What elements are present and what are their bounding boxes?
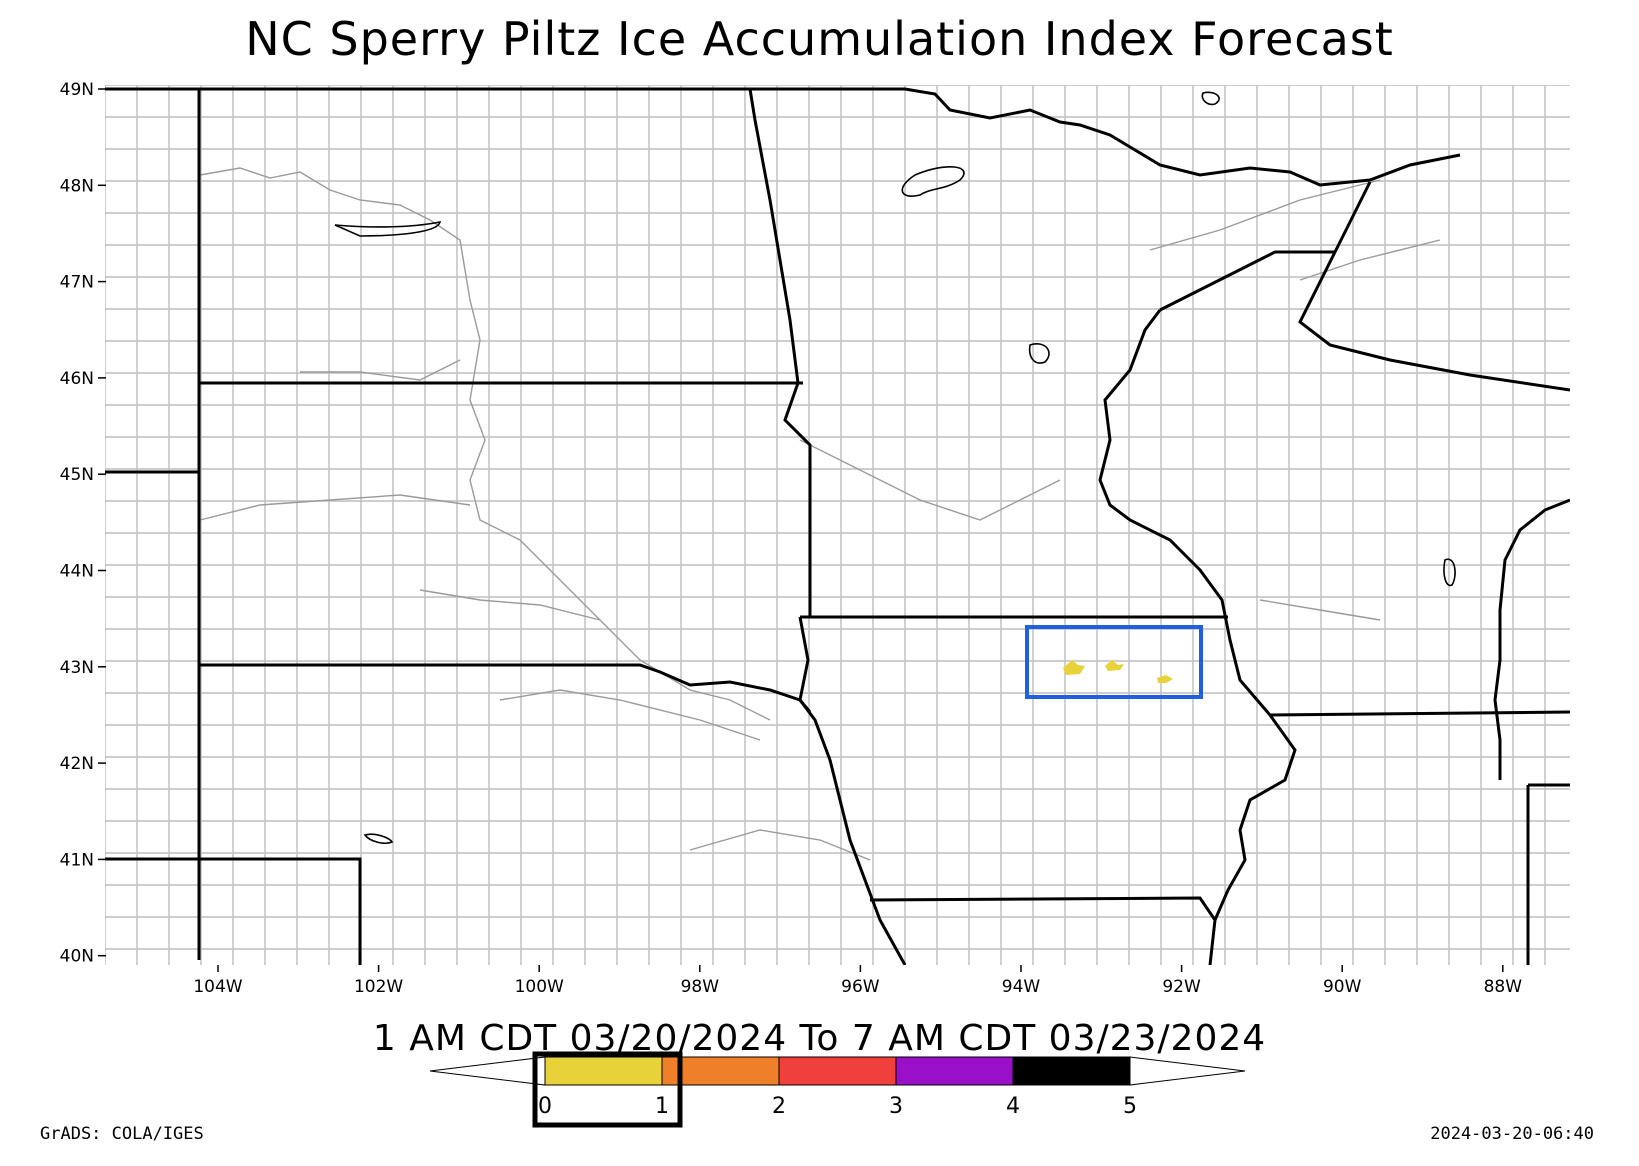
rivers xyxy=(199,167,1441,861)
lakes xyxy=(334,91,1456,844)
credit-left: GrADS: COLA/IGES xyxy=(40,1124,204,1144)
lon-axis: 104W 102W 100W 98W 96W 94W 92W 90W 88W xyxy=(193,965,1522,997)
legend-swatch xyxy=(778,1056,897,1086)
lon-label: 100W xyxy=(515,977,564,997)
lon-label: 96W xyxy=(841,977,880,997)
legend-left-arrow xyxy=(429,1056,546,1086)
lat-label: 45N xyxy=(60,465,94,485)
ice-blob xyxy=(1063,660,1085,675)
lat-label: 46N xyxy=(60,369,94,389)
ice-accumulation-areas xyxy=(1063,660,1173,683)
lat-label: 43N xyxy=(60,658,94,678)
lat-label: 49N xyxy=(60,80,94,100)
ice-blob xyxy=(1105,660,1124,671)
legend-swatch xyxy=(544,1056,663,1086)
highlight-box xyxy=(1025,625,1203,699)
legend-swatch xyxy=(1012,1056,1131,1086)
lat-label: 41N xyxy=(60,850,94,870)
legend-tick-label: 2 xyxy=(772,1094,786,1119)
legend-tick-label: 0 xyxy=(538,1094,552,1119)
legend-highlight-box xyxy=(532,1051,683,1128)
lon-label: 98W xyxy=(681,977,720,997)
lat-label: 44N xyxy=(60,562,94,582)
lat-label: 42N xyxy=(60,754,94,774)
color-legend: 0 1 2 3 4 5 xyxy=(429,1056,1246,1119)
legend-right-arrow xyxy=(1129,1056,1246,1086)
lon-label: 104W xyxy=(193,977,242,997)
lon-label: 88W xyxy=(1484,977,1523,997)
legend-tick-label: 4 xyxy=(1006,1094,1020,1119)
legend-tick-label: 3 xyxy=(889,1094,903,1119)
map-title: NC Sperry Piltz Ice Accumulation Index F… xyxy=(245,12,1394,66)
timestamp: 2024-03-20-06:40 xyxy=(1430,1124,1594,1144)
lon-label: 92W xyxy=(1162,977,1201,997)
county-boundaries xyxy=(105,85,1570,965)
lat-label: 48N xyxy=(60,176,94,196)
lon-label: 90W xyxy=(1323,977,1362,997)
lon-label: 94W xyxy=(1002,977,1041,997)
legend-tick-label: 5 xyxy=(1123,1094,1137,1119)
legend-swatch xyxy=(895,1056,1014,1086)
valid-period: 1 AM CDT 03/20/2024 To 7 AM CDT 03/23/20… xyxy=(372,1018,1267,1059)
lat-axis: 49N 48N 47N 46N 45N 44N 43N 42N 41N 40N xyxy=(60,80,106,967)
state-boundaries xyxy=(105,87,1570,965)
lon-label: 102W xyxy=(354,977,403,997)
legend-tick-label: 1 xyxy=(655,1094,669,1119)
lat-label: 40N xyxy=(60,947,94,967)
ice-blob xyxy=(1157,675,1173,683)
lat-label: 47N xyxy=(60,273,94,293)
